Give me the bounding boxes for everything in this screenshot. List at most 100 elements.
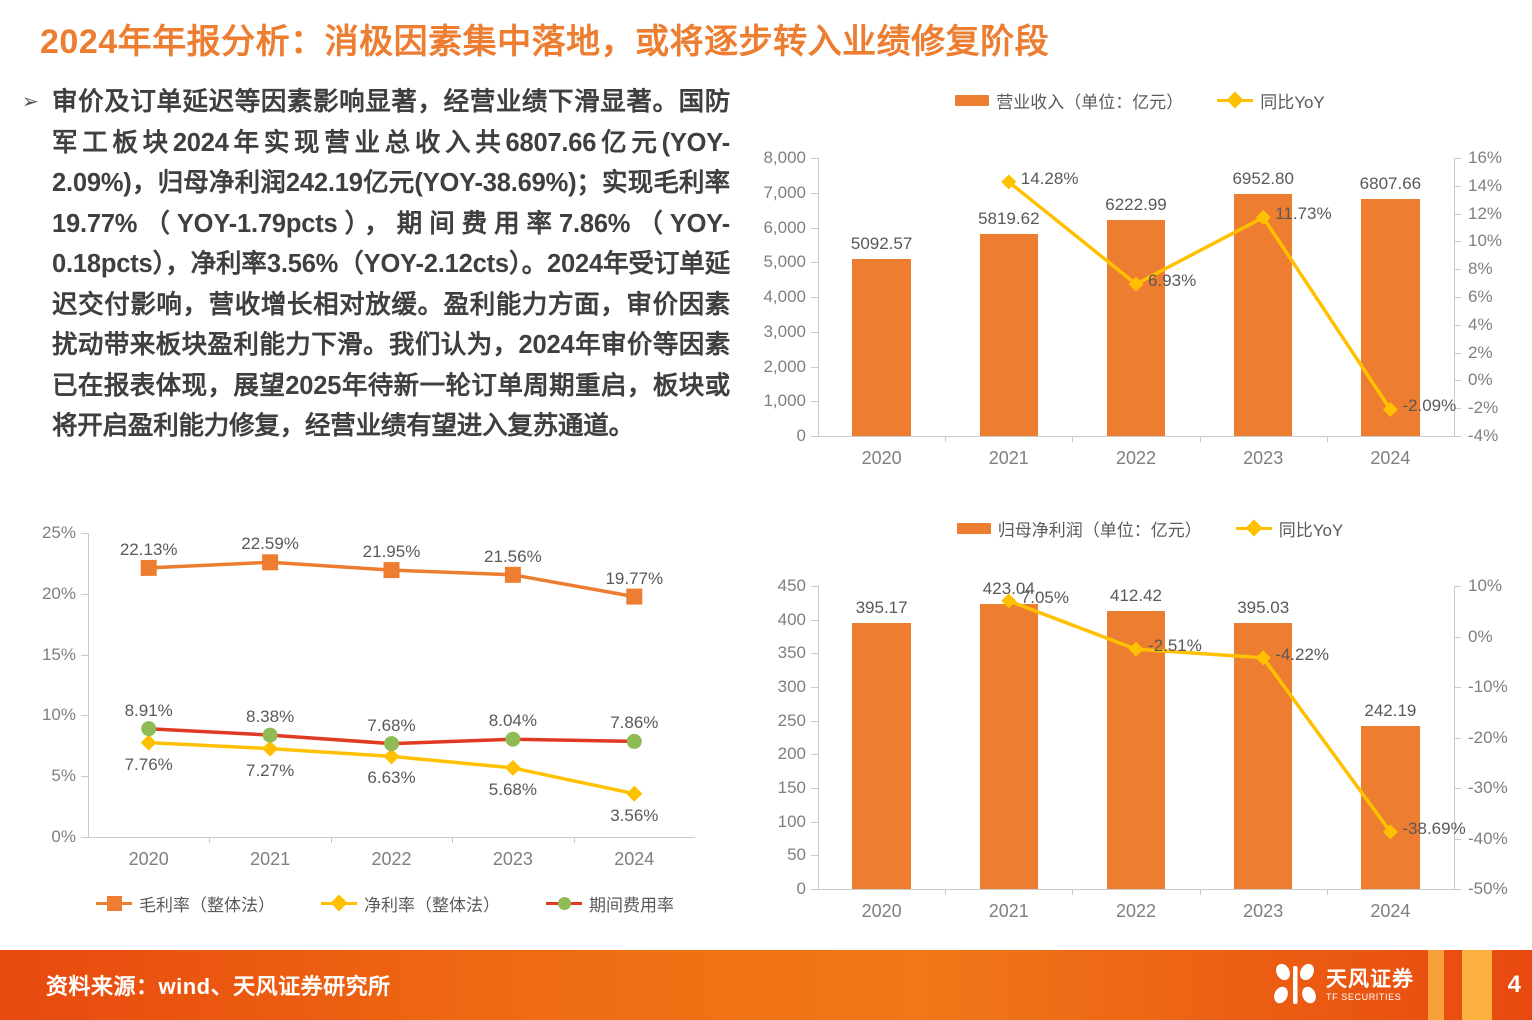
legend-label: 营业收入（单位：亿元） <box>996 93 1184 112</box>
y-axis-right-tick <box>1454 889 1461 890</box>
y-axis-left-tick <box>811 367 818 368</box>
series-value-label: 3.56% <box>610 805 659 825</box>
series-value-label: 21.95% <box>362 542 421 562</box>
x-axis-tick <box>209 837 211 843</box>
series-value-label: -4.22% <box>1275 644 1330 664</box>
legend-line-diamond-icon <box>1235 519 1272 537</box>
y-axis-left-tick <box>811 788 818 789</box>
y-axis-right-label: 10% <box>1468 576 1503 595</box>
y-axis-right-label: 2% <box>1468 342 1493 362</box>
y-axis-left <box>818 158 819 436</box>
y-axis-right-tick <box>1454 738 1461 739</box>
y-axis-right-label: 0% <box>1468 626 1493 646</box>
legend-line-diamond-icon <box>1217 91 1254 109</box>
bar-value-label: 6807.66 <box>1359 174 1422 194</box>
brand-logo: 天风证券 TF SECURITIES <box>1274 962 1414 1008</box>
series-value-label: 8.38% <box>245 707 295 727</box>
series-value-label: 7.76% <box>124 754 173 774</box>
y-axis-right-label: 0% <box>1468 370 1493 390</box>
bar-value-label: 5819.62 <box>978 208 1040 228</box>
y-axis-left-label: 50 <box>787 845 806 865</box>
y-axis-left-tick <box>811 401 818 402</box>
body-bullet-block: ➢ 审价及订单延迟等因素影响显著，经营业绩下滑显著。国防军工板块2024年实现营… <box>18 82 730 447</box>
y-axis-left-label: 8,000 <box>763 148 806 167</box>
series-value-label: 8.04% <box>488 711 537 731</box>
y-axis-right-tick <box>1454 269 1461 270</box>
y-axis-left-label: 3,000 <box>763 321 806 341</box>
chart-revenue-legend: 营业收入（单位：亿元） 同比YoY <box>840 88 1440 113</box>
y-axis-left-label: 15% <box>41 644 76 664</box>
chart-net-profit-plot: 0 50 100 150 200 250 300 350 400 450 -50% -40% -30% -… <box>740 552 1532 937</box>
series-marker <box>1001 174 1017 190</box>
x-axis-label: 2020 <box>861 448 902 468</box>
series-marker <box>383 562 400 579</box>
y-axis-right-label: -4% <box>1468 426 1499 445</box>
bar-value-label: 6952.80 <box>1232 169 1294 189</box>
y-axis-left-tick <box>811 754 818 755</box>
legend-label: 净利率（整体法） <box>364 896 500 915</box>
y-axis-left-label: 250 <box>777 710 806 730</box>
brand-name-en: TF SECURITIES <box>1326 991 1402 1002</box>
legend-line-circle-icon <box>546 897 582 910</box>
series-value-label: 7.68% <box>367 715 416 735</box>
legend-item-revenue-yoy: 同比YoY <box>1217 88 1325 113</box>
bar-value-label: 423.04 <box>982 579 1035 599</box>
series-marker <box>626 733 642 749</box>
y-axis-right-tick <box>1454 380 1461 381</box>
chart-revenue: 营业收入（单位：亿元） 同比YoY 0 1,000 2,000 3,000 4,000 5… <box>740 84 1532 484</box>
x-axis-label: 2023 <box>492 849 533 869</box>
footer-accent-stripe-2 <box>1462 950 1492 1020</box>
x-axis-label: 2023 <box>1243 901 1284 921</box>
x-axis-label: 2022 <box>1115 901 1157 921</box>
y-axis-right-tick <box>1454 241 1461 242</box>
y-axis-left-tick <box>811 228 818 229</box>
y-axis-left <box>818 586 819 889</box>
y-axis-right-label: 12% <box>1468 203 1503 223</box>
y-axis-left-tick <box>811 586 818 587</box>
series-value-label: 19.77% <box>605 568 664 588</box>
y-axis-right-tick <box>1454 788 1461 789</box>
x-axis-label: 2024 <box>614 849 655 869</box>
series-marker <box>626 785 643 802</box>
y-axis-left-label: 300 <box>777 677 806 696</box>
y-axis-left-tick <box>811 855 818 856</box>
legend-item-net-profit-yoy: 同比YoY <box>1235 516 1343 541</box>
y-axis-left-label: 200 <box>777 744 806 764</box>
y-axis-left-label: 20% <box>41 583 76 603</box>
y-axis-right <box>1454 586 1455 889</box>
y-axis-left-tick <box>811 653 818 654</box>
legend-bar-swatch-icon <box>955 95 990 106</box>
y-axis-right-tick <box>1454 186 1461 187</box>
y-axis-right-label: -20% <box>1468 727 1508 747</box>
bar-value-label: 242.19 <box>1364 700 1417 720</box>
series-value-label: -2.51% <box>1148 636 1202 656</box>
y-axis-right-label: 8% <box>1468 259 1493 279</box>
series-marker <box>140 559 157 576</box>
y-axis-left-tick <box>81 837 88 838</box>
legend-label: 归母净利润（单位：亿元） <box>997 521 1202 540</box>
legend-line-square-icon <box>96 896 132 911</box>
legend-item-net-profit-bar: 归母净利润（单位：亿元） <box>956 516 1202 541</box>
bar-value-label: 6222.99 <box>1105 194 1167 214</box>
y-axis-left-label: 25% <box>41 523 76 542</box>
y-axis-left <box>88 533 89 837</box>
brand-name-cn: 天风证券 <box>1326 967 1414 991</box>
y-axis-left-label: 1,000 <box>763 391 806 411</box>
tf-securities-flower-icon <box>1274 963 1316 1004</box>
y-axis-right-label: 14% <box>1468 175 1503 195</box>
footer-bar: 资料来源：wind、天风证券研究所 天风证券 TF SECURITIES 4 <box>0 950 1532 1020</box>
x-axis-label: 2020 <box>128 849 169 869</box>
x-axis-tick <box>1199 436 1201 442</box>
series-value-label: 7.05% <box>1020 587 1069 607</box>
y-axis-left-label: 400 <box>777 609 806 629</box>
x-axis-tick <box>1326 889 1328 895</box>
legend-item-net-margin: 净利率（整体法） <box>321 891 500 916</box>
y-axis-left-tick <box>811 436 818 437</box>
x-axis-tick <box>330 837 332 843</box>
y-axis-right-label: -2% <box>1468 398 1499 418</box>
x-axis <box>818 436 1454 437</box>
y-axis-right-tick <box>1454 839 1461 840</box>
y-axis-left-label: 10% <box>41 705 76 725</box>
chart-net-profit: 归母净利润（单位：亿元） 同比YoY 0 50 100 150 200 250 300 350… <box>740 512 1532 937</box>
y-axis-right-tick <box>1454 408 1461 409</box>
